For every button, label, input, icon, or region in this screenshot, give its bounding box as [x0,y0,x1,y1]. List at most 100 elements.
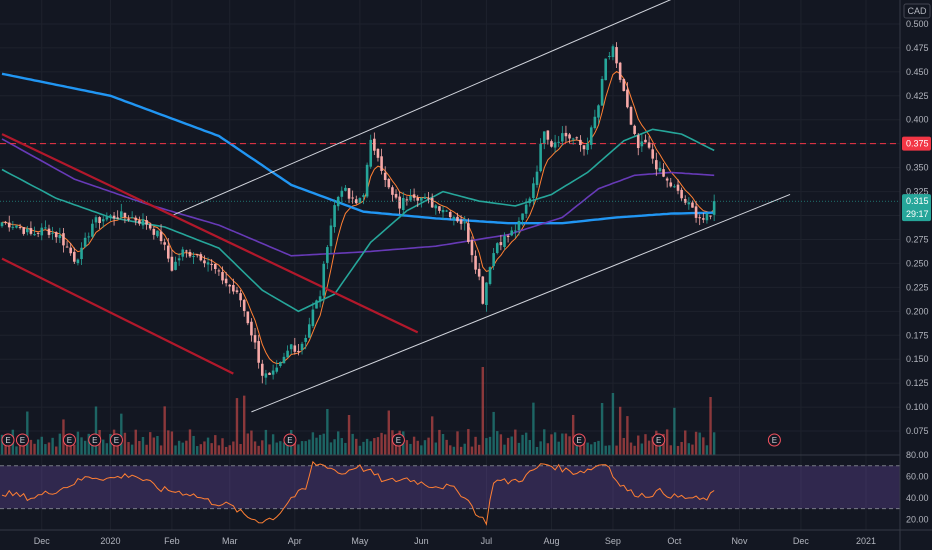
candle-body-96 [347,188,351,199]
candle-body-66 [239,293,242,301]
candle-body-110 [398,196,401,209]
candle-body-47 [170,256,174,271]
volume-bar-135 [488,436,492,455]
volume-bar-144 [521,434,524,455]
volume-bar-167 [604,445,607,455]
earnings-marker-9 [767,433,781,447]
candle-body-176 [636,135,640,149]
candle-body-50 [181,249,185,257]
volume-bar-67 [243,395,246,455]
volume-bar-41 [149,432,152,455]
candle-body-164 [593,116,597,129]
candle-body-159 [575,137,579,139]
price-tick-label-12: 0.200 [906,306,929,316]
earnings-marker-label-2: E [67,436,72,445]
candle-body-81 [293,345,297,352]
volume-bar-44 [159,445,163,455]
volume-bar-170 [615,445,618,455]
volume-bar-6 [22,442,25,455]
volume-bar-82 [297,444,300,455]
volume-bar-26 [94,406,98,455]
candle-body-73 [264,373,268,378]
volume-bar-54 [196,446,199,455]
volume-bar-4 [15,446,18,455]
candle-body-32 [116,217,119,219]
candle-body-175 [633,125,636,134]
candle-body-173 [626,89,629,108]
candle-body-0 [0,222,4,227]
candle-body-31 [112,215,116,219]
candle-body-188 [680,189,683,199]
candle-body-97 [351,197,354,199]
candle-body-143 [517,220,521,231]
moving-average-line-0 [1,72,715,225]
volume-bar-161 [582,440,586,455]
volume-bar-88 [318,434,322,455]
volume-bar-121 [438,429,441,455]
volume-bar-40 [145,444,148,455]
candle-body-64 [232,285,235,292]
candle-body-52 [188,252,192,257]
candle-body-13 [47,228,51,235]
candle-body-82 [297,350,300,352]
time-tick-label-3: Mar [222,536,238,546]
earnings-marker-7 [572,433,586,447]
volume-bar-132 [477,444,481,455]
candle-body-196 [709,215,712,217]
candle-body-48 [174,261,177,270]
candle-body-157 [568,134,571,139]
candle-body-14 [51,232,54,234]
candle-body-59 [213,263,217,270]
volume-bar-9 [33,443,36,455]
candle-body-122 [441,209,445,213]
volume-bar-147 [532,402,535,455]
price-tick-label-14: 0.150 [906,354,929,364]
candle-body-131 [474,255,477,270]
volume-bar-178 [644,434,647,455]
volume-bar-140 [506,437,510,455]
candle-body-67 [242,299,246,311]
candle-body-115 [416,197,420,201]
volume-bar-57 [206,437,210,455]
volume-bar-145 [524,432,528,455]
channel-lower-line [251,193,791,413]
volume-bar-20 [73,444,76,455]
volume-bar-93 [336,431,340,455]
candle-body-5 [18,226,22,228]
volume-bar-179 [647,440,651,455]
volume-bar-171 [618,406,622,455]
volume-bar-195 [705,445,709,455]
candle-body-37 [134,217,138,221]
candle-body-63 [228,284,232,287]
candle-body-40 [145,220,148,225]
volume-bar-184 [665,429,669,455]
candle-body-107 [387,179,391,188]
price-tick-label-17: 0.075 [906,426,929,436]
volume-bar-172 [622,437,625,455]
volume-bar-173 [626,416,629,455]
volume-bar-168 [608,445,611,455]
countdown-text: 29:17 [906,209,929,219]
volume-bar-151 [546,443,550,455]
candle-body-19 [69,247,72,254]
currency-label: CAD [907,6,927,16]
candle-body-139 [503,236,506,248]
volume-bar-22 [80,437,83,455]
volume-bar-34 [123,432,127,455]
candle-body-165 [597,105,600,118]
volume-bar-155 [561,433,564,455]
volume-bar-174 [629,442,633,455]
price-tick-label-15: 0.125 [906,378,929,388]
volume-bar-183 [662,433,665,455]
candle-body-102 [369,139,373,167]
volume-bar-70 [253,441,257,455]
volume-bar-141 [510,436,513,455]
volume-bar-104 [376,437,380,455]
candle-body-124 [448,211,452,218]
candle-body-45 [163,242,166,245]
volume-bar-148 [535,446,539,455]
volume-bar-133 [481,367,484,455]
candle-body-60 [217,270,221,272]
volume-bar-125 [452,446,456,455]
